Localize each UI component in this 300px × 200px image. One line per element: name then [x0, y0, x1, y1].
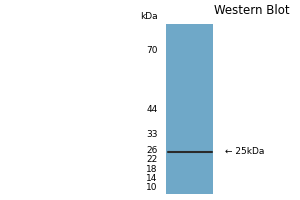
Text: 14: 14	[146, 174, 158, 183]
Text: 22: 22	[146, 155, 158, 164]
Text: Western Blot: Western Blot	[214, 4, 289, 17]
Text: 26: 26	[146, 146, 158, 155]
Text: ← 25kDa: ← 25kDa	[225, 147, 264, 156]
Bar	[166, 24, 213, 194]
Text: 18: 18	[146, 165, 158, 174]
Text: 70: 70	[146, 46, 158, 55]
Text: 44: 44	[146, 105, 158, 114]
Text: kDa: kDa	[140, 12, 158, 21]
Text: 33: 33	[146, 130, 158, 139]
Text: 10: 10	[146, 183, 158, 192]
